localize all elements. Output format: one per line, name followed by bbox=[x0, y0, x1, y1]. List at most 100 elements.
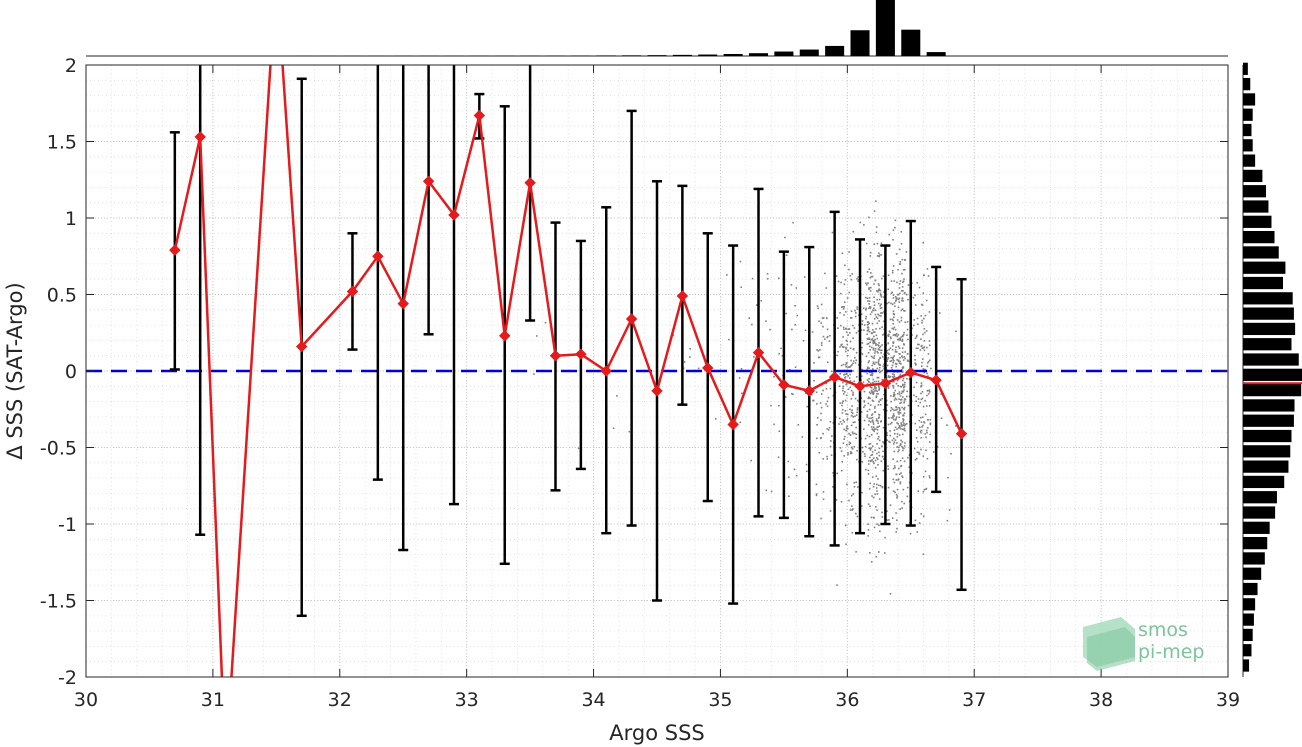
scatter-point bbox=[845, 383, 847, 386]
scatter-point bbox=[905, 423, 908, 425]
scatter-point bbox=[867, 352, 870, 354]
scatter-point bbox=[915, 381, 918, 384]
scatter-point bbox=[872, 378, 875, 381]
scatter-point bbox=[843, 428, 845, 431]
scatter-point bbox=[893, 394, 896, 397]
scatter-point bbox=[869, 456, 871, 459]
scatter-point bbox=[852, 416, 855, 418]
scatter-point bbox=[930, 367, 932, 370]
scatter-point bbox=[876, 509, 878, 511]
scatter-point bbox=[850, 310, 853, 313]
scatter-point bbox=[926, 346, 928, 349]
scatter-point bbox=[861, 368, 864, 371]
scatter-point bbox=[836, 317, 838, 319]
scatter-point bbox=[868, 300, 871, 303]
scatter-point bbox=[868, 268, 871, 270]
scatter-point bbox=[946, 424, 948, 426]
scatter-point bbox=[869, 307, 872, 309]
scatter-point bbox=[536, 335, 538, 337]
scatter-point bbox=[850, 452, 853, 454]
scatter-point bbox=[848, 499, 850, 502]
scatter-point bbox=[896, 428, 898, 430]
scatter-point bbox=[898, 283, 901, 285]
scatter-point bbox=[794, 366, 797, 369]
top-histogram bbox=[86, 0, 1228, 57]
scatter-point bbox=[893, 280, 896, 282]
scatter-point bbox=[891, 327, 894, 330]
scatter-point bbox=[882, 441, 884, 443]
right-hist-bar bbox=[1243, 261, 1286, 274]
y-axis-title: Δ SSS (SAT-Argo) bbox=[3, 282, 27, 459]
scatter-point bbox=[875, 428, 877, 430]
scatter-point bbox=[894, 349, 897, 351]
scatter-point bbox=[828, 426, 831, 429]
scatter-point bbox=[880, 460, 883, 462]
scatter-point bbox=[872, 392, 875, 394]
scatter-point bbox=[839, 346, 841, 348]
scatter-point bbox=[881, 326, 883, 328]
scatter-point bbox=[817, 350, 820, 352]
scatter-point bbox=[849, 373, 851, 376]
scatter-point bbox=[891, 345, 894, 347]
scatter-point bbox=[875, 395, 878, 398]
scatter-point bbox=[851, 505, 853, 507]
scatter-point bbox=[903, 309, 905, 312]
scatter-point bbox=[898, 353, 901, 355]
scatter-point bbox=[851, 409, 853, 411]
scatter-point bbox=[875, 334, 878, 337]
scatter-point bbox=[867, 366, 869, 369]
scatter-point bbox=[892, 328, 895, 330]
scatter-point bbox=[928, 405, 931, 407]
scatter-point bbox=[884, 536, 886, 539]
scatter-point bbox=[875, 380, 878, 383]
scatter-point bbox=[846, 419, 849, 421]
scatter-point bbox=[839, 447, 842, 449]
scatter-point bbox=[891, 269, 894, 272]
scatter-point bbox=[897, 385, 900, 387]
scatter-point bbox=[791, 328, 793, 331]
scatter-point bbox=[921, 321, 923, 324]
right-hist-bar bbox=[1243, 598, 1256, 611]
scatter-point bbox=[902, 379, 904, 382]
scatter-point bbox=[871, 445, 874, 448]
scatter-point bbox=[880, 349, 882, 352]
scatter-point bbox=[867, 469, 870, 472]
scatter-point bbox=[920, 429, 923, 432]
scatter-point bbox=[876, 242, 879, 245]
scatter-point bbox=[899, 395, 902, 397]
scatter-point bbox=[877, 376, 880, 379]
scatter-point bbox=[901, 507, 903, 509]
scatter-point bbox=[920, 384, 923, 387]
scatter-point bbox=[876, 523, 878, 525]
scatter-point bbox=[765, 320, 767, 322]
scatter-point bbox=[869, 313, 872, 316]
scatter-point bbox=[876, 493, 879, 495]
scatter-point bbox=[854, 512, 857, 515]
scatter-point bbox=[922, 347, 925, 349]
scatter-point bbox=[902, 280, 905, 283]
error-bars bbox=[169, 65, 967, 618]
scatter-point bbox=[879, 307, 882, 310]
scatter-point bbox=[906, 334, 908, 336]
scatter-point bbox=[875, 342, 877, 345]
scatter-point bbox=[806, 470, 808, 473]
scatter-point bbox=[847, 328, 850, 330]
scatter-point bbox=[899, 261, 902, 263]
scatter-point bbox=[880, 352, 882, 354]
scatter-point bbox=[801, 436, 804, 438]
scatter-point bbox=[897, 306, 900, 309]
scatter-point bbox=[868, 303, 870, 305]
scatter-point bbox=[903, 292, 906, 295]
scatter-point bbox=[895, 409, 897, 411]
scatter-point bbox=[697, 367, 700, 370]
scatter-point bbox=[751, 277, 754, 280]
scatter-point bbox=[816, 437, 818, 440]
right-hist-bar bbox=[1243, 429, 1292, 443]
right-hist-bar bbox=[1243, 613, 1254, 626]
x-tick-label: 33 bbox=[455, 689, 479, 711]
scatter-point bbox=[921, 426, 923, 428]
scatter-point bbox=[842, 385, 845, 388]
scatter-point bbox=[739, 421, 741, 424]
scatter-point bbox=[894, 300, 897, 302]
